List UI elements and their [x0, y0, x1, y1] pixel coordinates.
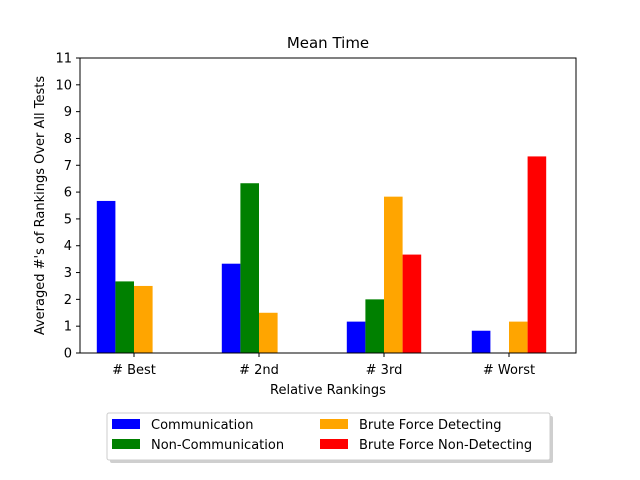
y-tick-label: 11 [55, 52, 72, 67]
bar-non-communication-1 [240, 183, 259, 353]
bar-brute-force-detecting-2 [384, 196, 403, 353]
chart-title: Mean Time [287, 34, 369, 52]
bar-brute-force-non-detecting-3 [527, 156, 547, 353]
bar-brute-force-non-detecting-2 [402, 254, 422, 353]
y-tick-label: 1 [64, 320, 72, 335]
y-tick-label: 2 [64, 293, 72, 308]
legend-label-communication: Communication [151, 418, 253, 433]
y-ticks: 0 1 2 3 4 5 6 7 8 9 10 11 [55, 52, 80, 362]
y-tick-label: 0 [64, 347, 72, 362]
bar-brute-force-detecting-1 [259, 312, 278, 353]
y-tick-label: 5 [64, 212, 72, 227]
bar-non-communication-2 [365, 299, 384, 353]
legend-label-brute-force-non-detecting: Brute Force Non-Detecting [359, 438, 532, 453]
x-axis-label: Relative Rankings [270, 383, 386, 398]
legend-swatch-brute-force-non-detecting [320, 439, 348, 449]
axes-layer [79, 57, 577, 354]
bar-communication-1 [221, 263, 241, 353]
x-tick-label: # Worst [483, 363, 535, 378]
bar-brute-force-detecting-0 [134, 285, 153, 353]
legend-label-brute-force-detecting: Brute Force Detecting [359, 418, 502, 433]
legend-swatch-communication [112, 419, 140, 429]
y-tick-label: 7 [64, 159, 72, 174]
legend: Communication Non-Communication Brute Forc… [106, 412, 553, 463]
y-axis-label: Averaged #'s of Rankings Over All Tests [33, 76, 48, 336]
bar-communication-3 [471, 330, 491, 353]
legend-swatch-brute-force-detecting [320, 419, 348, 429]
bar-non-communication-0 [115, 281, 134, 353]
y-tick-label: 4 [64, 239, 72, 254]
x-tick-label: # 3rd [366, 363, 403, 378]
legend-frame [106, 412, 551, 461]
y-tick-label: 3 [64, 266, 72, 281]
bar-communication-0 [96, 200, 116, 353]
x-ticks: # Best # 2nd # 3rd # Worst [112, 353, 535, 378]
plot-frame [79, 57, 577, 354]
y-tick-label: 6 [64, 186, 72, 201]
legend-swatch-non-communication [112, 439, 140, 449]
x-tick-label: # 2nd [239, 363, 279, 378]
legend-label-non-communication: Non-Communication [151, 438, 284, 453]
y-tick-label: 10 [55, 78, 72, 93]
bar-communication-2 [346, 321, 366, 353]
y-tick-label: 8 [64, 132, 72, 147]
bars-layer [96, 156, 547, 353]
x-tick-label: # Best [112, 363, 156, 378]
y-tick-label: 9 [64, 105, 72, 120]
bar-brute-force-detecting-3 [509, 321, 528, 353]
